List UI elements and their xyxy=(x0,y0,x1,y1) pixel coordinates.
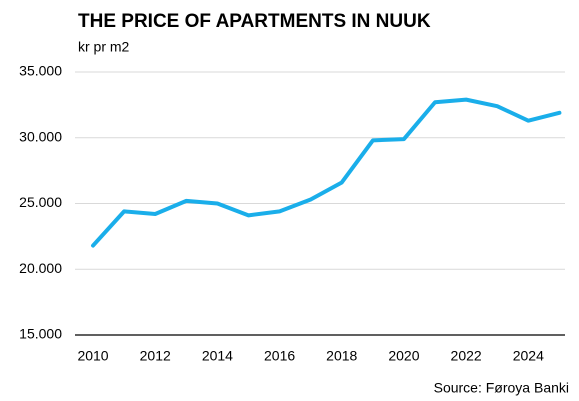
x-tick-label: 2012 xyxy=(140,348,171,364)
x-tick-label: 2024 xyxy=(513,348,544,364)
x-tick-label: 2016 xyxy=(264,348,295,364)
y-tick-label: 25.000 xyxy=(19,194,62,210)
x-tick-label: 2022 xyxy=(451,348,482,364)
source: Source: Føroya Banki xyxy=(434,380,569,396)
y-tick-label: 30.000 xyxy=(19,128,62,144)
x-tick-label: 2010 xyxy=(77,348,108,364)
line xyxy=(91,97,562,248)
chart-subtitle: kr pr m2 xyxy=(78,39,130,55)
chart-title: THE PRICE OF APARTMENTS IN NUUK xyxy=(78,11,431,32)
y-tick-label: 35.000 xyxy=(19,63,62,79)
x-tick-label: 2014 xyxy=(202,348,233,364)
x-tick-label: 2020 xyxy=(388,348,419,364)
y-tick-label: 15.000 xyxy=(19,326,62,342)
x-tick-label: 2018 xyxy=(326,348,357,364)
y-tick-label: 20.000 xyxy=(19,260,62,276)
